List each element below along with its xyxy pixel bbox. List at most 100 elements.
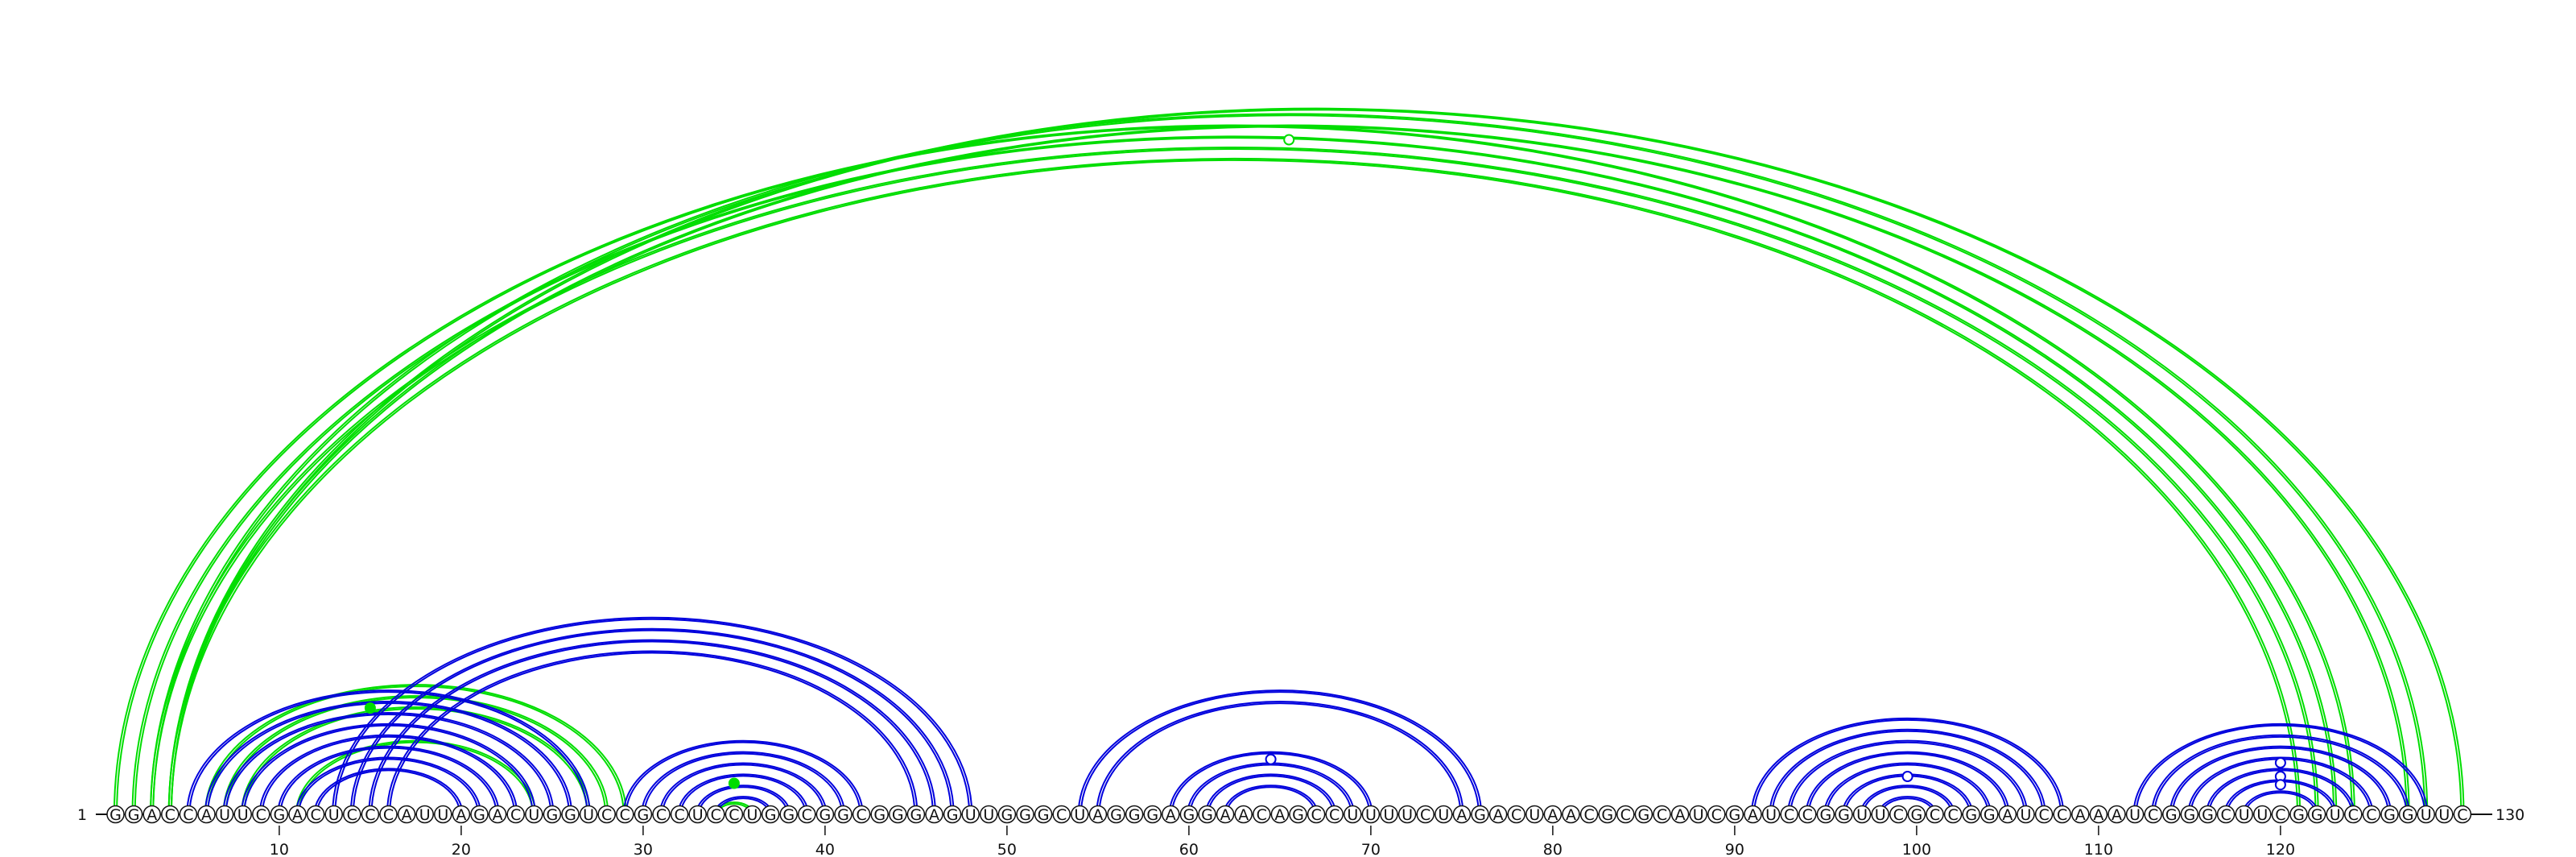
primary-pair-arc [204, 701, 573, 815]
pair-marker [1265, 753, 1277, 765]
nucleotide: A [142, 805, 161, 824]
nucleotide: U [688, 805, 707, 824]
nucleotide-circle [1344, 805, 1362, 824]
nucleotide-circle [1198, 805, 1216, 824]
primary-pair-arc [658, 762, 828, 815]
nucleotide-letter: U [1365, 806, 1377, 824]
nucleotide-circle [1380, 805, 1398, 824]
nucleotide-circle [1907, 805, 1926, 824]
nucleotide-letter: G [1292, 806, 1304, 824]
nucleotide: G [779, 805, 798, 824]
primary-pair-arc [2151, 734, 2410, 815]
nucleotide: C [1507, 805, 1525, 824]
nucleotide-circle [870, 805, 889, 824]
nucleotide-circle [961, 805, 980, 824]
nucleotide: U [2417, 805, 2435, 824]
nucleotide-letter: A [929, 806, 939, 824]
nucleotide-circle [2125, 805, 2145, 824]
primary-pair-arc [1753, 718, 2062, 815]
nucleotide-letter: G [1146, 806, 1158, 824]
primary-pair-arc [1860, 785, 1955, 815]
nucleotide-circle [306, 805, 325, 824]
primary-pair-arc [349, 627, 955, 815]
nucleotide-letter: G [782, 806, 795, 824]
primary-pair-arc [2205, 768, 2355, 815]
nucleotide: A [1562, 805, 1580, 824]
nucleotide-letter: U [1529, 806, 1540, 824]
nucleotide: C [1307, 805, 1326, 824]
primary-pair-arc [2171, 747, 2389, 815]
nucleotide-letter: C [1930, 806, 1940, 824]
nucleotide-letter: C [2148, 806, 2158, 824]
nucleotide: G [270, 805, 289, 824]
nucleotide: U [579, 805, 598, 824]
nucleotide-letter: G [2402, 806, 2414, 824]
nucleotide: U [415, 805, 434, 824]
primary-pair-arc [368, 639, 937, 815]
nucleotide-circle [1761, 805, 1781, 824]
primary-pairs-layer [186, 616, 2429, 815]
nucleotide: G [1107, 805, 1125, 824]
nucleotide-circle [270, 805, 289, 824]
nucleotide-circle [1125, 805, 1144, 824]
nucleotide: G [1634, 805, 1653, 824]
nucleotide-letter: C [656, 806, 667, 824]
primary-pair-arc [1805, 751, 2010, 815]
nucleotide-circle [2307, 805, 2326, 824]
nucleotide-letter: A [292, 806, 303, 824]
nucleotide: C [252, 805, 270, 824]
primary-pair-arc [313, 768, 464, 815]
nucleotide-circle [124, 805, 143, 824]
nucleotide-circle [1653, 805, 1671, 824]
nucleotide: A [397, 805, 416, 824]
nucleotide-circle [1835, 805, 1853, 824]
nucleotide: G [2380, 805, 2399, 824]
position-axis: 10 20 30 40 50 60 70 80 90 100 110 120 [270, 826, 2295, 857]
tick-label: 10 [270, 841, 289, 857]
nucleotide-circle [980, 805, 998, 824]
nucleotide-circle [761, 805, 780, 824]
nucleotide-letter: U [2021, 806, 2032, 824]
nucleotide-circle [1107, 805, 1125, 824]
tick-label: 110 [2084, 841, 2113, 857]
nucleotide-circle [1707, 805, 1726, 824]
nucleotide-circle [1397, 805, 1417, 824]
nucleotide-letter: G [1110, 806, 1122, 824]
nucleotide: G [2289, 805, 2308, 824]
nucleotide: C [343, 805, 361, 824]
nucleotide-circle [1052, 805, 1071, 824]
primary-pair-arc [332, 616, 973, 815]
primary-pair-arc [352, 629, 952, 815]
nucleotide-circle [2380, 805, 2399, 824]
nucleotide-letter: G [1729, 806, 1741, 824]
primary-pair-arc [2153, 735, 2408, 815]
nucleotide-circle [1634, 805, 1653, 824]
nucleotide-circle [1943, 805, 1963, 824]
nucleotide: U [1344, 805, 1362, 824]
nucleotide: U [980, 805, 998, 824]
primary-pair-arc [279, 747, 497, 815]
nucleotide-letter: C [729, 806, 739, 824]
nucleotide-circle [1852, 805, 1872, 824]
nucleotide-circle [2326, 805, 2344, 824]
nucleotide-letter: G [837, 806, 849, 824]
nucleotide: G [943, 805, 962, 824]
nucleotide: G [634, 805, 653, 824]
nucleotide: C [1253, 805, 1271, 824]
nucleotide-letter: G [1038, 806, 1050, 824]
nucleotide-letter: G [892, 806, 904, 824]
nucleotide-circle [2253, 805, 2272, 824]
primary-pair-arc [2135, 724, 2426, 815]
nucleotide-circle [1416, 805, 1435, 824]
primary-pair-arc [1750, 717, 2065, 815]
primary-pair-arc [1208, 775, 1335, 815]
nucleotide-letter: G [1201, 806, 1213, 824]
primary-pair-arc [334, 618, 971, 815]
nucleotide-letter: C [2057, 806, 2067, 824]
primary-pair-arc [261, 735, 516, 815]
nucleotide-letter: G [1965, 806, 1977, 824]
nucleotide-circle [2180, 805, 2199, 824]
nucleotide-circle [1361, 805, 1381, 824]
primary-pair-arc [222, 711, 555, 815]
nucleotide-circle [415, 805, 434, 824]
